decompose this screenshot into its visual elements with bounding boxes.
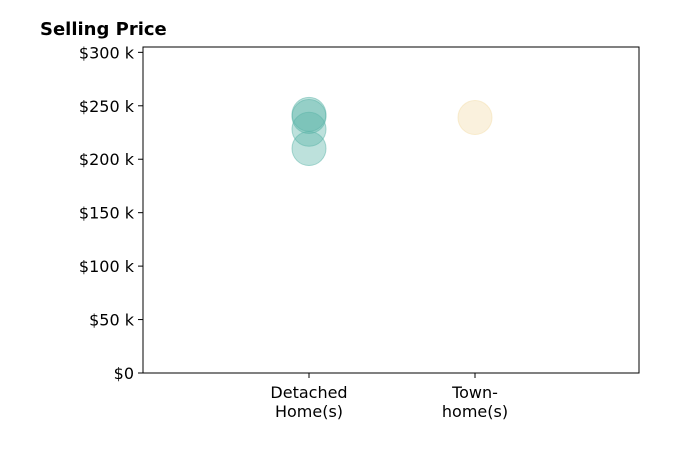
data-points bbox=[291, 96, 493, 167]
y-axis: $0 $50 k $100 k $150 k $200 k $250 k $300 k bbox=[79, 43, 143, 383]
y-tick-label: $100 k bbox=[79, 257, 135, 276]
y-tick-label: $250 k bbox=[79, 97, 135, 116]
plot-frame bbox=[142, 46, 640, 374]
y-tick-label: $300 k bbox=[79, 43, 135, 62]
data-point bbox=[291, 111, 327, 147]
x-axis: Detached Home(s) Town-home(s) bbox=[270, 373, 508, 421]
y-tick-label: $0 bbox=[114, 364, 134, 383]
y-tick-label: $50 k bbox=[89, 311, 135, 330]
y-tick-label: $150 k bbox=[79, 204, 135, 223]
data-point bbox=[291, 96, 327, 132]
chart-title: Selling Price bbox=[40, 19, 167, 40]
x-tick-label: Town-home(s) bbox=[442, 383, 508, 421]
x-tick-label: Detached Home(s) bbox=[270, 383, 347, 421]
plot-area bbox=[142, 46, 640, 374]
data-point bbox=[457, 100, 493, 136]
y-tick-label: $200 k bbox=[79, 150, 135, 169]
